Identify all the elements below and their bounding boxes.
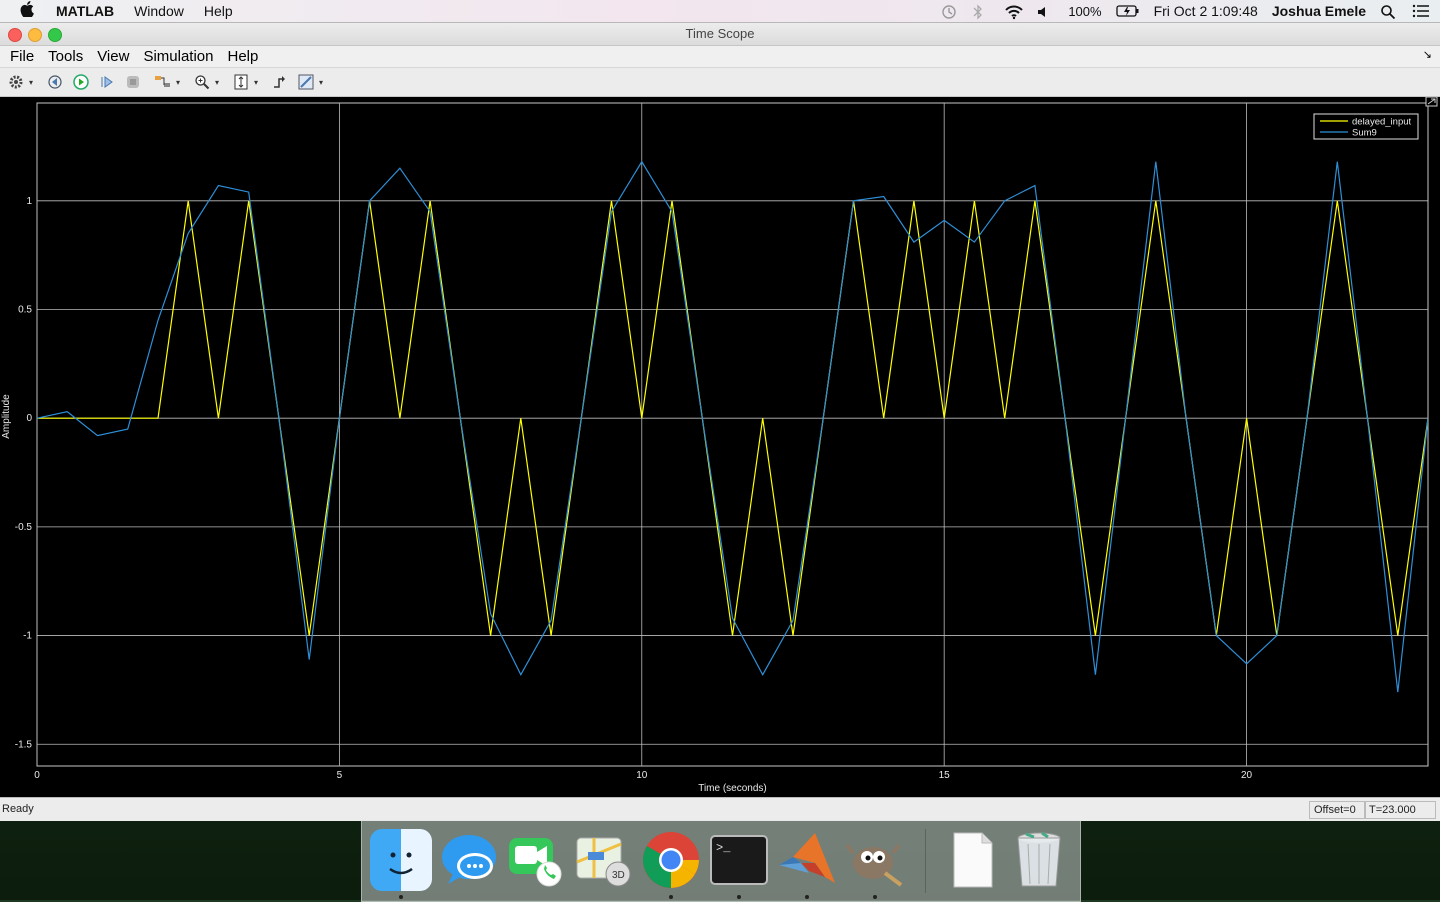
svg-text:3D: 3D xyxy=(612,870,625,881)
x-tick-label: 20 xyxy=(1241,770,1253,781)
messages-icon[interactable] xyxy=(438,829,500,891)
menu-help[interactable]: Help xyxy=(203,3,233,19)
zoom-window-button[interactable] xyxy=(48,28,62,42)
stop-icon[interactable] xyxy=(123,72,143,92)
time-scope-window: Time Scope File Tools View Simulation He… xyxy=(0,23,1440,821)
dock-separator xyxy=(925,829,926,893)
user-name[interactable]: Joshua Emele xyxy=(1271,3,1366,19)
menu-file[interactable]: File xyxy=(10,48,35,65)
maps-icon[interactable]: 3D xyxy=(572,829,634,891)
apple-menu-icon[interactable] xyxy=(20,0,36,22)
time-machine-icon[interactable] xyxy=(940,4,958,19)
triggers-icon[interactable] xyxy=(270,72,290,92)
finder-icon[interactable] xyxy=(370,829,432,899)
time-scope-plot[interactable]: 0 5 10 15 20 1 0.5 0 -0.5 -1 -1.5 Time (seconds) Amp… xyxy=(0,96,1440,797)
x-tick-label: 0 xyxy=(34,770,40,781)
svg-text:>_: >_ xyxy=(716,841,731,855)
scope-display[interactable]: 0 5 10 15 20 1 0.5 0 -0.5 -1 -1.5 Time (seconds) Amp… xyxy=(0,96,1440,797)
menu-window[interactable]: Window xyxy=(134,3,184,19)
window-menu-bar: File Tools View Simulation Help ↘ xyxy=(0,46,1440,67)
y-axis-label: Amplitude xyxy=(1,394,12,439)
legend-entry: Sum9 xyxy=(1352,128,1377,139)
offset-readout: Offset=0 xyxy=(1309,801,1366,819)
legend-entry: delayed_input xyxy=(1352,117,1412,128)
highlight-block-icon[interactable] xyxy=(153,72,173,92)
x-tick-label: 10 xyxy=(636,770,648,781)
axes-maximize-arrow xyxy=(1427,98,1436,105)
status-text: Ready xyxy=(2,803,34,815)
menu-bar: MATLAB Window Help 100% Fri Oct 2 1:09:4… xyxy=(0,0,1440,23)
battery-percent: 100% xyxy=(1068,3,1102,19)
autoscale-dropdown-arrow-icon[interactable]: ▾ xyxy=(253,77,258,87)
volume-icon[interactable] xyxy=(1036,4,1054,18)
measurements-dropdown-arrow-icon[interactable]: ▾ xyxy=(318,77,323,87)
trash-icon[interactable] xyxy=(1008,829,1070,891)
menu-tools[interactable]: Tools xyxy=(48,48,84,65)
x-tick-label: 5 xyxy=(337,770,343,781)
y-tick-label: 0 xyxy=(26,413,32,424)
facetime-icon[interactable] xyxy=(504,829,566,891)
menu-simulation[interactable]: Simulation xyxy=(143,48,214,65)
undock-arrow-icon[interactable]: ↘ xyxy=(1422,49,1432,61)
y-tick-label: 1 xyxy=(26,196,32,207)
highlight-dropdown-arrow-icon[interactable]: ▾ xyxy=(175,77,180,87)
x-tick-label: 15 xyxy=(939,770,951,781)
settings-gear-icon[interactable] xyxy=(6,72,26,92)
gimp-icon[interactable] xyxy=(844,829,906,899)
status-bar: Ready Offset=0 T=23.000 xyxy=(0,797,1440,821)
x-axis-label: Time (seconds) xyxy=(698,783,767,794)
terminal-icon[interactable]: >_ xyxy=(708,829,770,899)
app-menu-matlab[interactable]: MATLAB xyxy=(56,3,115,19)
settings-dropdown-arrow-icon[interactable]: ▾ xyxy=(28,77,33,87)
spotlight-search-icon[interactable] xyxy=(1380,4,1398,20)
autoscale-icon[interactable] xyxy=(231,72,251,92)
y-tick-label: -0.5 xyxy=(15,522,33,533)
legend-box xyxy=(1313,113,1419,140)
chrome-icon[interactable] xyxy=(640,829,702,899)
zoom-dropdown-arrow-icon[interactable]: ▾ xyxy=(214,77,219,87)
series-line-sum9 xyxy=(37,160,1428,693)
document-icon[interactable] xyxy=(942,829,1004,891)
time-readout: T=23.000 xyxy=(1364,801,1436,819)
y-tick-label: -1.5 xyxy=(15,739,33,750)
battery-icon[interactable] xyxy=(1115,4,1140,18)
matlab-icon[interactable] xyxy=(776,829,838,899)
step-forward-icon[interactable] xyxy=(97,72,117,92)
menu-help[interactable]: Help xyxy=(227,48,259,65)
bluetooth-icon[interactable] xyxy=(972,4,990,20)
window-titlebar[interactable]: Time Scope xyxy=(0,23,1440,46)
run-icon[interactable] xyxy=(71,72,91,92)
clock[interactable]: Fri Oct 2 1:09:48 xyxy=(1153,3,1258,19)
window-title: Time Scope xyxy=(685,26,755,41)
close-window-button[interactable] xyxy=(8,28,22,42)
scope-toolbar: ▾ ▾ ▾ ▾ ▾ xyxy=(0,67,1440,97)
menu-view[interactable]: View xyxy=(97,48,130,65)
y-tick-label: 0.5 xyxy=(18,305,32,316)
minimize-window-button[interactable] xyxy=(28,28,42,42)
step-back-icon[interactable] xyxy=(45,72,65,92)
notification-center-icon[interactable] xyxy=(1412,4,1430,18)
dock: 3D >_ xyxy=(361,820,1081,902)
plot-axes-frame xyxy=(36,102,1429,767)
measurements-icon[interactable] xyxy=(296,72,316,92)
wifi-icon[interactable] xyxy=(1004,4,1024,20)
y-tick-label: -1 xyxy=(23,631,32,642)
zoom-in-icon[interactable] xyxy=(192,72,212,92)
